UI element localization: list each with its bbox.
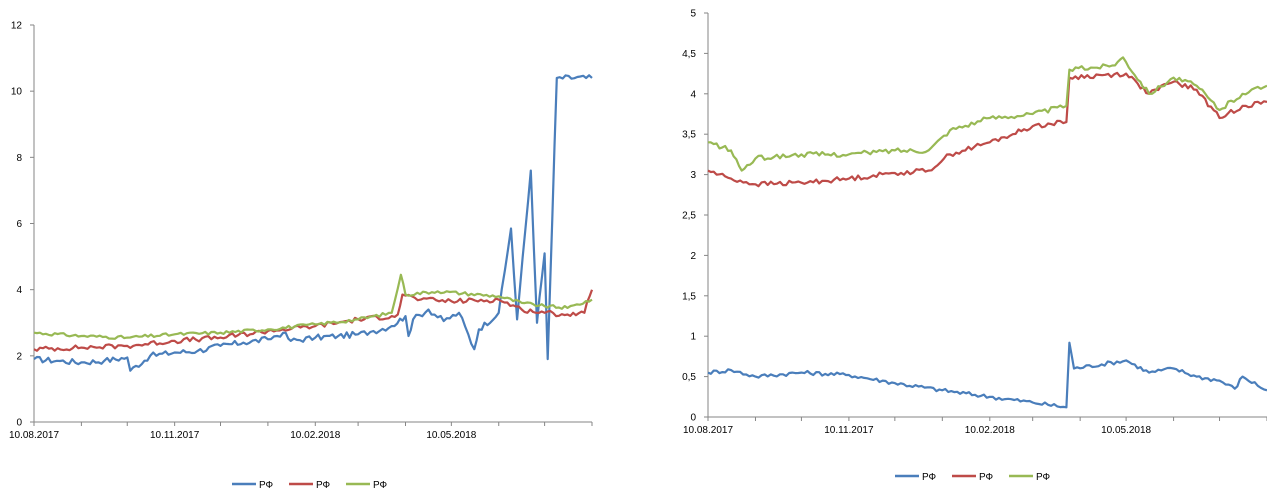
y-tick-label: 2: [16, 351, 22, 362]
series-line-2: [33, 289, 594, 352]
y-tick-label: 1,5: [682, 291, 696, 302]
y-tick-label: 3: [690, 170, 696, 181]
chart-1: 0 2 4 6 8 10 12 10.08.2017 10.11.2017 10.02.2018 1…: [9, 21, 594, 491]
y-tick-label: 8: [16, 153, 22, 164]
x-tick-label: 10.02.2018: [965, 425, 1015, 436]
series-line-2: [707, 71, 1267, 188]
y-tick-label: 10: [11, 87, 23, 98]
legend-label: РФ: [1036, 472, 1051, 483]
legend-label: РФ: [259, 480, 274, 491]
x-tick-label: 10.11.2017: [150, 430, 200, 441]
y-tick-label: 0: [690, 413, 696, 424]
legend-label: РФ: [316, 480, 331, 491]
x-tick-label: 10.08.2017: [683, 425, 733, 436]
y-tick-label: 2: [690, 251, 696, 262]
legend: РФ РФ РФ: [895, 472, 1051, 483]
x-tick-label: 10.05.2018: [1101, 425, 1151, 436]
series-line-3: [33, 273, 593, 340]
y-tick-label: 4: [16, 285, 22, 296]
legend-label: РФ: [373, 480, 388, 491]
y-tick-label: 3,5: [682, 130, 696, 141]
x-tick-label: 10.11.2017: [824, 425, 874, 436]
legend-label: РФ: [922, 472, 937, 483]
series-line-3: [707, 56, 1267, 172]
series-line-1: [33, 74, 593, 372]
x-tick-label: 10.08.2017: [9, 430, 59, 441]
y-tick-label: 2,5: [682, 211, 696, 222]
y-tick-label: 0,5: [682, 372, 696, 383]
legend: РФ РФ РФ: [232, 480, 388, 491]
y-tick-label: 5: [690, 9, 696, 20]
y-tick-label: 4: [690, 89, 696, 100]
y-tick-label: 4,5: [682, 49, 696, 60]
x-tick-label: 10.05.2018: [426, 430, 476, 441]
y-tick-label: 1: [690, 332, 696, 343]
chart-2: 0 0,5 1 1,5 2 2,5 3 3,5 4 4,5 5 10.08.2017 10.11.201…: [682, 9, 1267, 483]
legend-label: РФ: [979, 472, 994, 483]
y-tick-label: 12: [11, 21, 23, 32]
y-tick-label: 0: [16, 418, 22, 429]
x-tick-label: 10.02.2018: [290, 430, 340, 441]
y-tick-label: 6: [16, 219, 22, 230]
series-line-1: [707, 341, 1267, 409]
